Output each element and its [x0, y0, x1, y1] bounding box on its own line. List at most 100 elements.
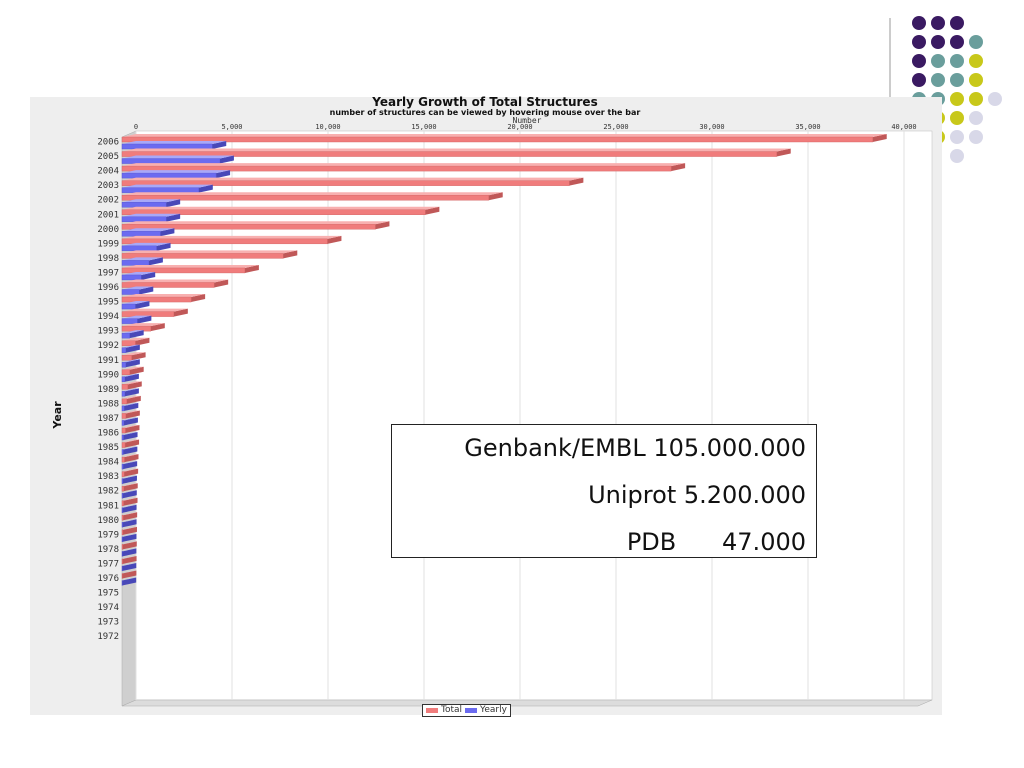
bar-total [121, 398, 128, 405]
bar-yearly [121, 493, 123, 499]
bar-yearly [121, 260, 150, 266]
bar-total [121, 165, 672, 172]
bar-total-top [122, 526, 137, 530]
legend-label-total: Total [441, 705, 463, 715]
bar-total [121, 180, 570, 186]
bar-yearly-end [139, 286, 154, 295]
bar-yearly-end [124, 373, 139, 382]
bar-yearly-end [122, 548, 137, 557]
bar-yearly-top [122, 242, 171, 246]
y-tick-label: 1985 [97, 443, 119, 453]
bar-total-top [122, 425, 140, 428]
bar-total-top [122, 134, 887, 137]
bar-total [121, 500, 124, 506]
bar-yearly [121, 201, 167, 208]
y-tick-label: 1990 [97, 370, 119, 380]
bar-total-top [122, 337, 150, 341]
y-tick-label: 2005 [97, 152, 119, 162]
pdb-count: PDB 47.000 [626, 528, 806, 556]
bar-yearly-end [156, 242, 171, 251]
bar-yearly-top [122, 461, 138, 465]
bar-total-end [122, 555, 137, 564]
bar-yearly-top [122, 213, 181, 217]
bar-total-end [327, 235, 342, 244]
bar-yearly-top [122, 432, 138, 435]
bar-total-end [123, 497, 138, 506]
bar-total [121, 253, 284, 259]
y-axis-label: Year [51, 401, 64, 430]
bar-total-end [122, 541, 137, 550]
bar-total-top [122, 177, 584, 181]
bar-total [121, 413, 127, 419]
y-tick-label: 2001 [97, 210, 119, 220]
bar-total-end [173, 308, 188, 317]
bar-yearly-end [123, 417, 138, 426]
bar-total-top [122, 483, 138, 487]
bar-total [121, 369, 130, 375]
bar-total-top [122, 555, 137, 559]
bar-yearly [121, 187, 200, 193]
bar-yearly [121, 376, 126, 382]
chart-legend: Total Yearly [422, 704, 511, 717]
bar-yearly-end [160, 228, 175, 237]
bar-yearly-end [123, 461, 138, 470]
bar-total-end [375, 221, 390, 230]
bar-yearly [121, 274, 142, 281]
x-tick-label: 0 [134, 123, 138, 131]
bar-yearly-end [125, 344, 140, 353]
x-tick-label: 5,000 [221, 123, 242, 131]
bar-yearly [121, 405, 125, 412]
bar-total-top [122, 512, 138, 516]
bar-total-end [123, 512, 138, 521]
bar-total [121, 136, 873, 143]
database-size-box: Genbank/EMBL 105.000.000 Uniprot 5.200.0… [391, 424, 817, 558]
y-tick-label: 1976 [97, 574, 119, 584]
bar-total-end [488, 192, 503, 201]
bar-yearly-top [122, 475, 137, 479]
bar-total [121, 267, 246, 274]
bar-yearly-end [122, 475, 137, 484]
bar-yearly-top [122, 417, 138, 421]
bar-total [121, 486, 124, 492]
bar-yearly-top [122, 344, 140, 348]
bar-total-end [191, 294, 206, 303]
y-tick-label: 1993 [97, 327, 119, 337]
y-tick-label: 2002 [97, 196, 119, 206]
bar-total [121, 355, 132, 361]
y-tick-label: 2003 [97, 181, 119, 191]
bar-total-end [125, 410, 140, 419]
bar-total [121, 558, 123, 565]
bar-total-top [122, 497, 138, 501]
bar-total-end [129, 366, 144, 375]
y-tick-label: 1997 [97, 268, 119, 278]
y-tick-label: 1980 [97, 516, 119, 526]
bar-yearly [121, 303, 136, 310]
bar-yearly-end [123, 432, 138, 440]
bar-yearly-end [125, 359, 140, 368]
bar-yearly [121, 332, 130, 339]
bar-total [121, 515, 124, 521]
x-axis-label: Number [513, 116, 542, 125]
bar-yearly-end [122, 577, 137, 586]
bar-yearly [121, 318, 138, 324]
uniprot-count: Uniprot 5.200.000 [588, 481, 806, 509]
bar-total-top [122, 192, 503, 196]
y-tick-label: 2006 [97, 138, 119, 148]
bar-yearly-top [122, 562, 137, 566]
bar-total-top [122, 279, 229, 283]
bar-yearly-top [122, 519, 137, 523]
bar-total-top [122, 381, 142, 385]
legend-swatch-total [426, 708, 438, 713]
bar-total-end [126, 395, 141, 404]
bar-total-top [122, 570, 137, 574]
y-tick-label: 2000 [97, 225, 119, 235]
legend-swatch-yearly [465, 708, 478, 713]
y-tick-label: 1972 [97, 632, 119, 642]
chart-title: Yearly Growth of Total Structures [371, 95, 597, 109]
bar-total-end [150, 323, 165, 332]
bar-total-end [214, 279, 229, 288]
bar-yearly-top [122, 271, 156, 275]
bar-yearly [121, 434, 124, 441]
bar-yearly [121, 522, 123, 528]
